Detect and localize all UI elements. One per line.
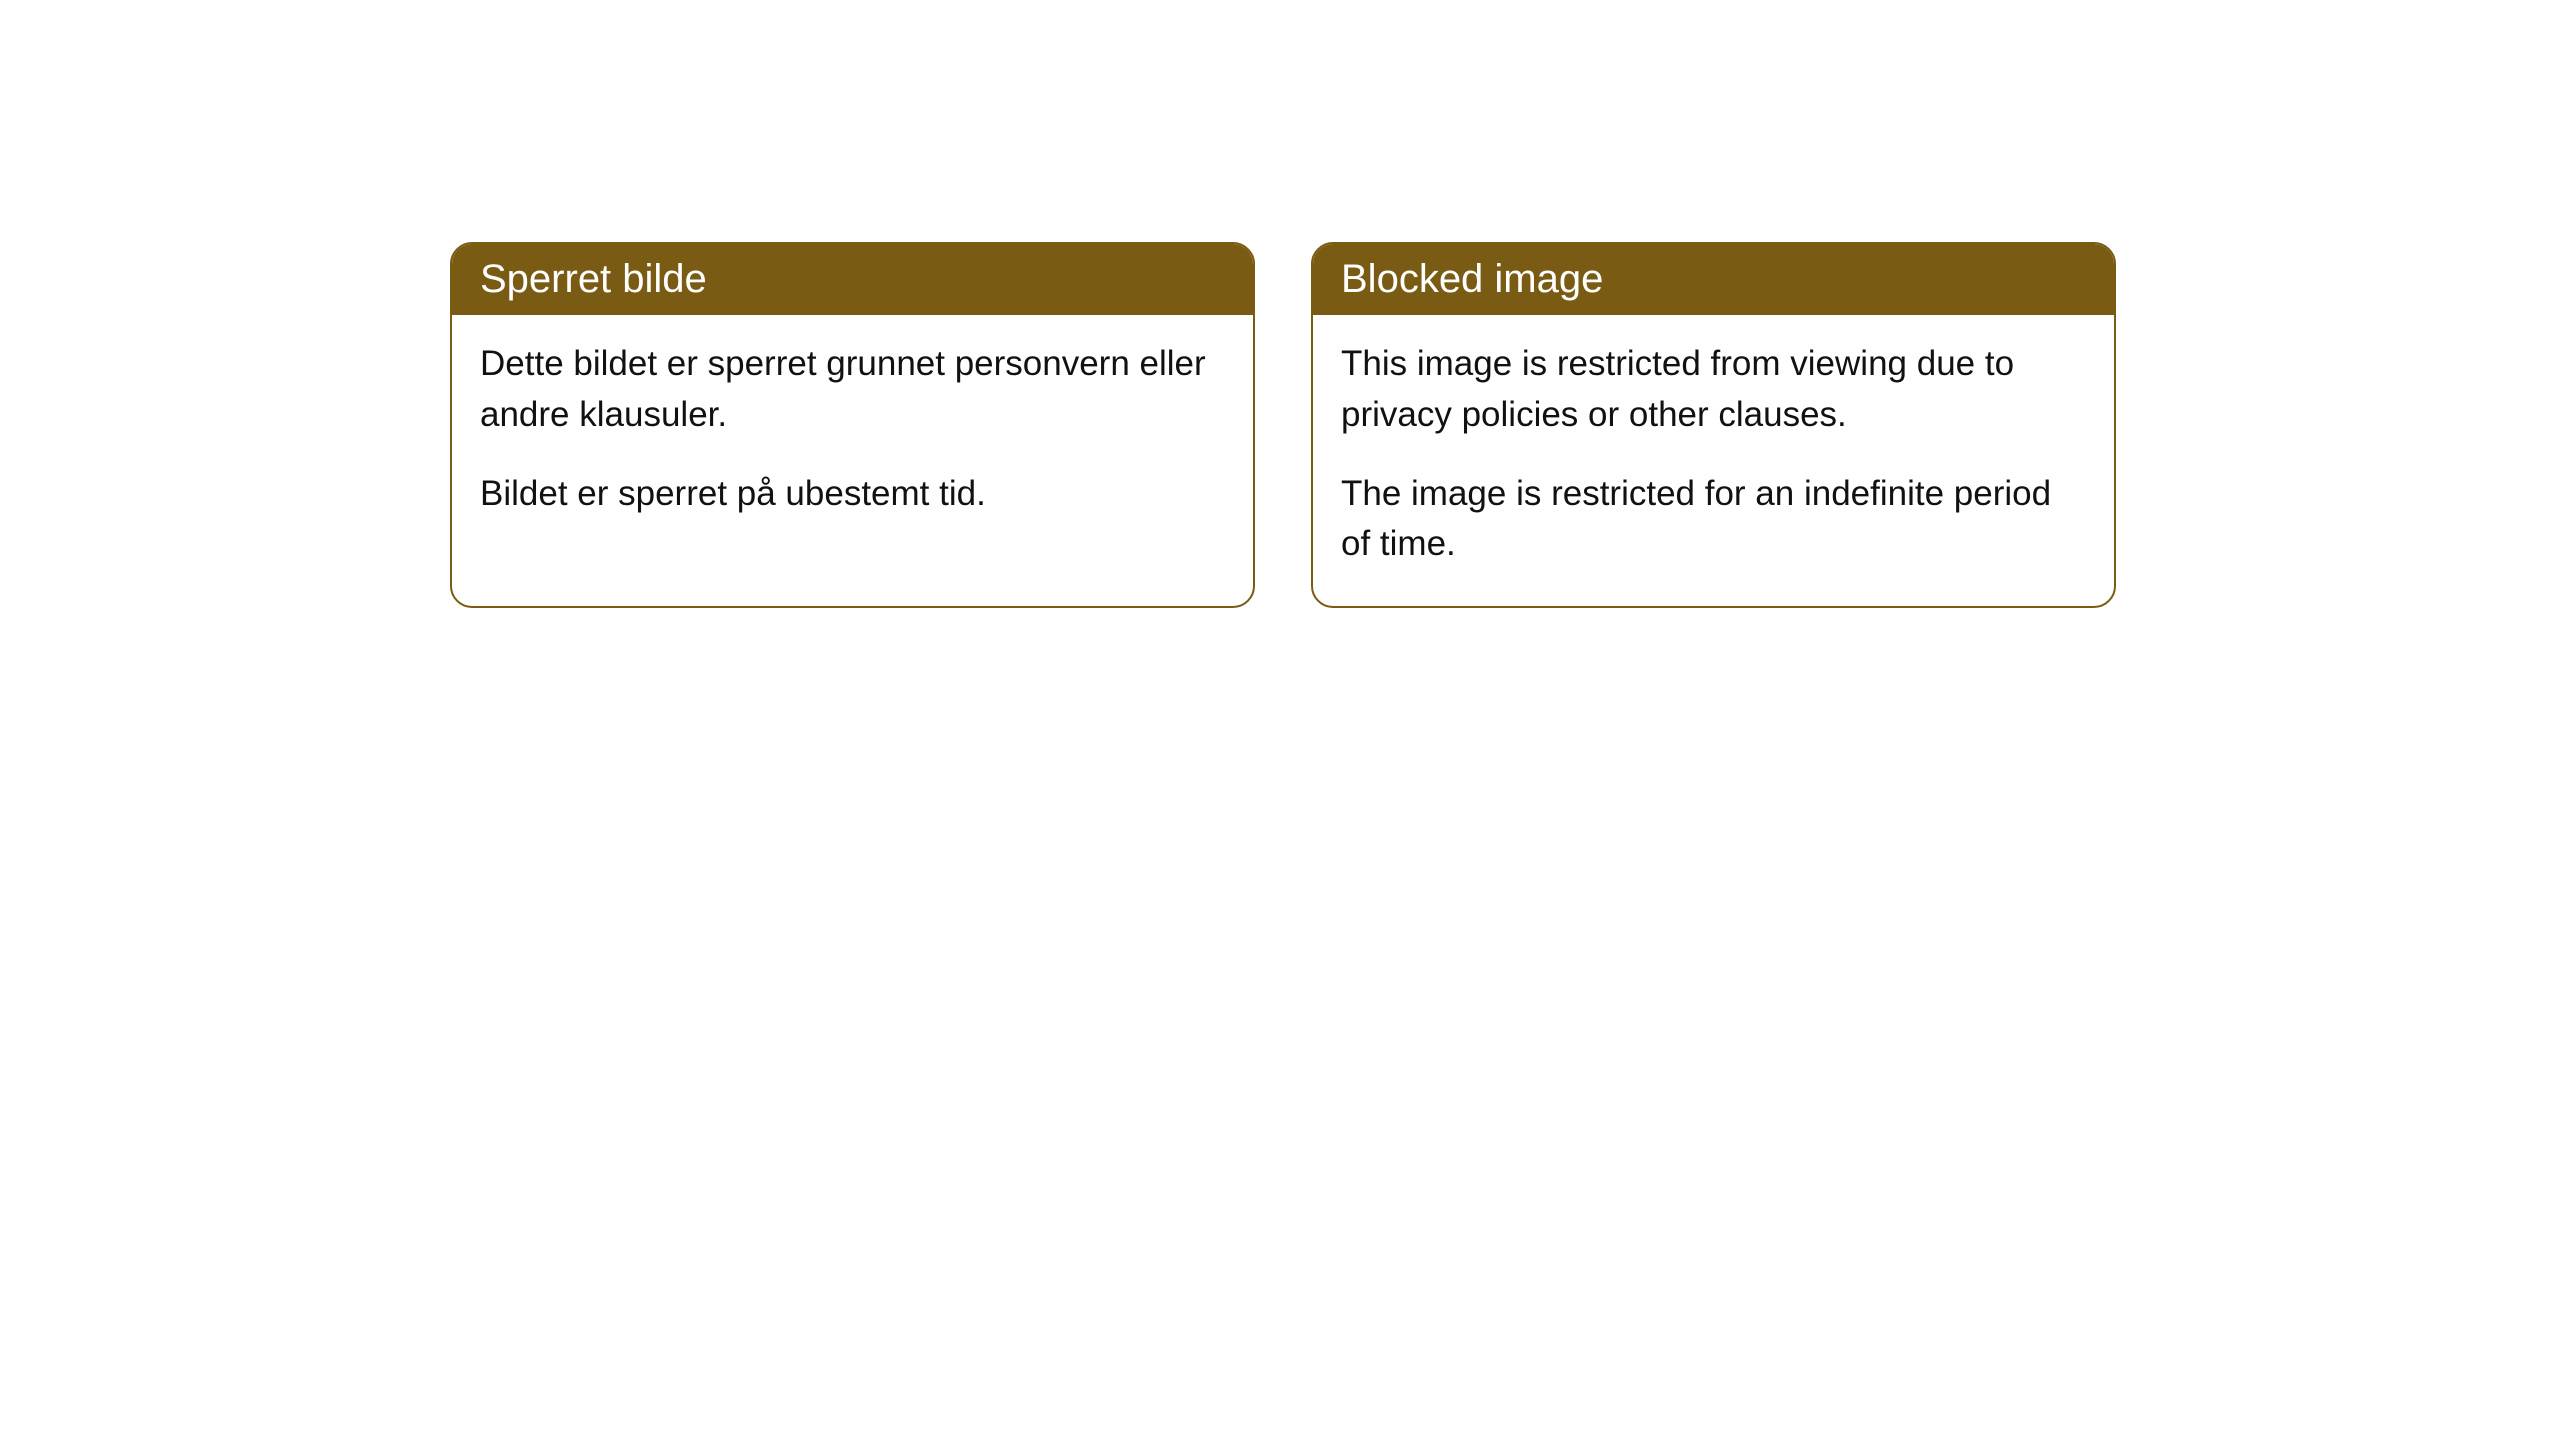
card-paragraph: This image is restricted from viewing du… (1341, 339, 2086, 441)
card-paragraph: The image is restricted for an indefinit… (1341, 469, 2086, 571)
card-body: Dette bildet er sperret grunnet personve… (452, 315, 1253, 555)
notice-cards-container: Sperret bilde Dette bildet er sperret gr… (450, 242, 2560, 608)
card-title: Sperret bilde (480, 257, 707, 301)
notice-card-english: Blocked image This image is restricted f… (1311, 242, 2116, 608)
notice-card-norwegian: Sperret bilde Dette bildet er sperret gr… (450, 242, 1255, 608)
card-header: Blocked image (1313, 244, 2114, 315)
card-paragraph: Bildet er sperret på ubestemt tid. (480, 469, 1225, 520)
card-paragraph: Dette bildet er sperret grunnet personve… (480, 339, 1225, 441)
card-header: Sperret bilde (452, 244, 1253, 315)
card-title: Blocked image (1341, 257, 1603, 301)
card-body: This image is restricted from viewing du… (1313, 315, 2114, 606)
